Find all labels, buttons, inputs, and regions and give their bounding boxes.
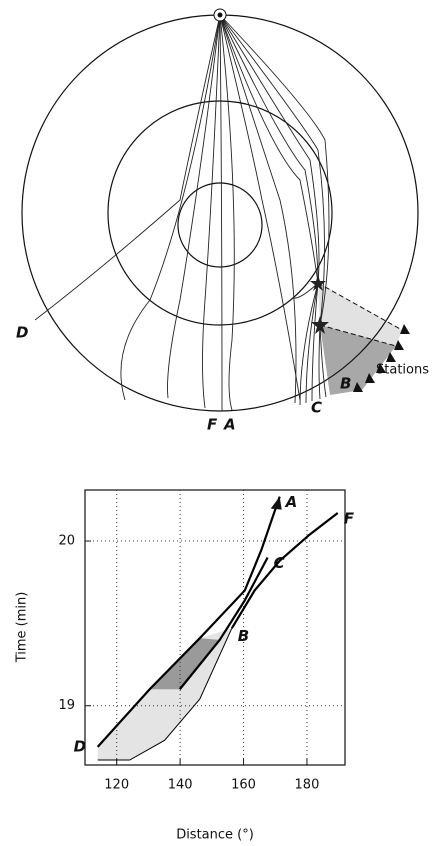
rays	[34, 14, 330, 412]
ray	[219, 14, 330, 398]
arrow-head	[270, 496, 282, 510]
inner-core	[177, 182, 263, 268]
shaded-area-dark	[149, 638, 220, 690]
label: D	[16, 324, 28, 342]
ray	[120, 14, 221, 401]
ray	[219, 14, 325, 400]
ray	[219, 14, 320, 402]
scatter-star	[310, 275, 326, 291]
earth-diagram: D F A C B Stations	[16, 8, 429, 434]
label: A	[223, 416, 236, 434]
annotation: D	[74, 737, 86, 755]
y-axis-label: Time (min)	[15, 592, 30, 664]
stations	[353, 324, 410, 392]
curve-label: A	[285, 493, 298, 511]
x-tick-label: 120	[104, 778, 129, 793]
x-tick-label: 160	[231, 778, 256, 793]
curve	[178, 556, 269, 690]
label: Stations	[376, 363, 429, 378]
label: B	[340, 375, 351, 393]
y-tick-label: 19	[58, 698, 75, 713]
ray	[219, 14, 235, 411]
ray	[167, 14, 221, 399]
shaded-sector-dark	[320, 325, 396, 395]
source-center	[217, 12, 223, 18]
annotation: B	[238, 627, 249, 645]
dashed-ray	[319, 324, 397, 347]
ray	[219, 14, 319, 406]
x-axis-label: Distance (°)	[176, 828, 254, 843]
scatter-star	[311, 316, 329, 334]
ray	[219, 14, 301, 401]
x-tick-label: 140	[168, 778, 193, 793]
ray	[34, 14, 221, 321]
ray	[219, 14, 297, 404]
ray	[202, 14, 221, 409]
curve	[97, 628, 233, 761]
plot-frame	[84, 489, 346, 766]
ray	[219, 14, 223, 412]
curve-label: F	[344, 510, 355, 528]
dashed-ray	[317, 282, 403, 331]
y-tick-label: 20	[58, 534, 75, 549]
outer-core	[107, 100, 333, 326]
ray	[219, 14, 319, 404]
x-tick-label: 180	[295, 778, 320, 793]
curve	[230, 512, 339, 629]
label: F	[207, 416, 218, 434]
label: C	[311, 399, 322, 417]
travel-time-chart: Distance (°) Time (min) 120 140 160 180 19 20…	[15, 489, 355, 843]
curve	[96, 496, 281, 748]
